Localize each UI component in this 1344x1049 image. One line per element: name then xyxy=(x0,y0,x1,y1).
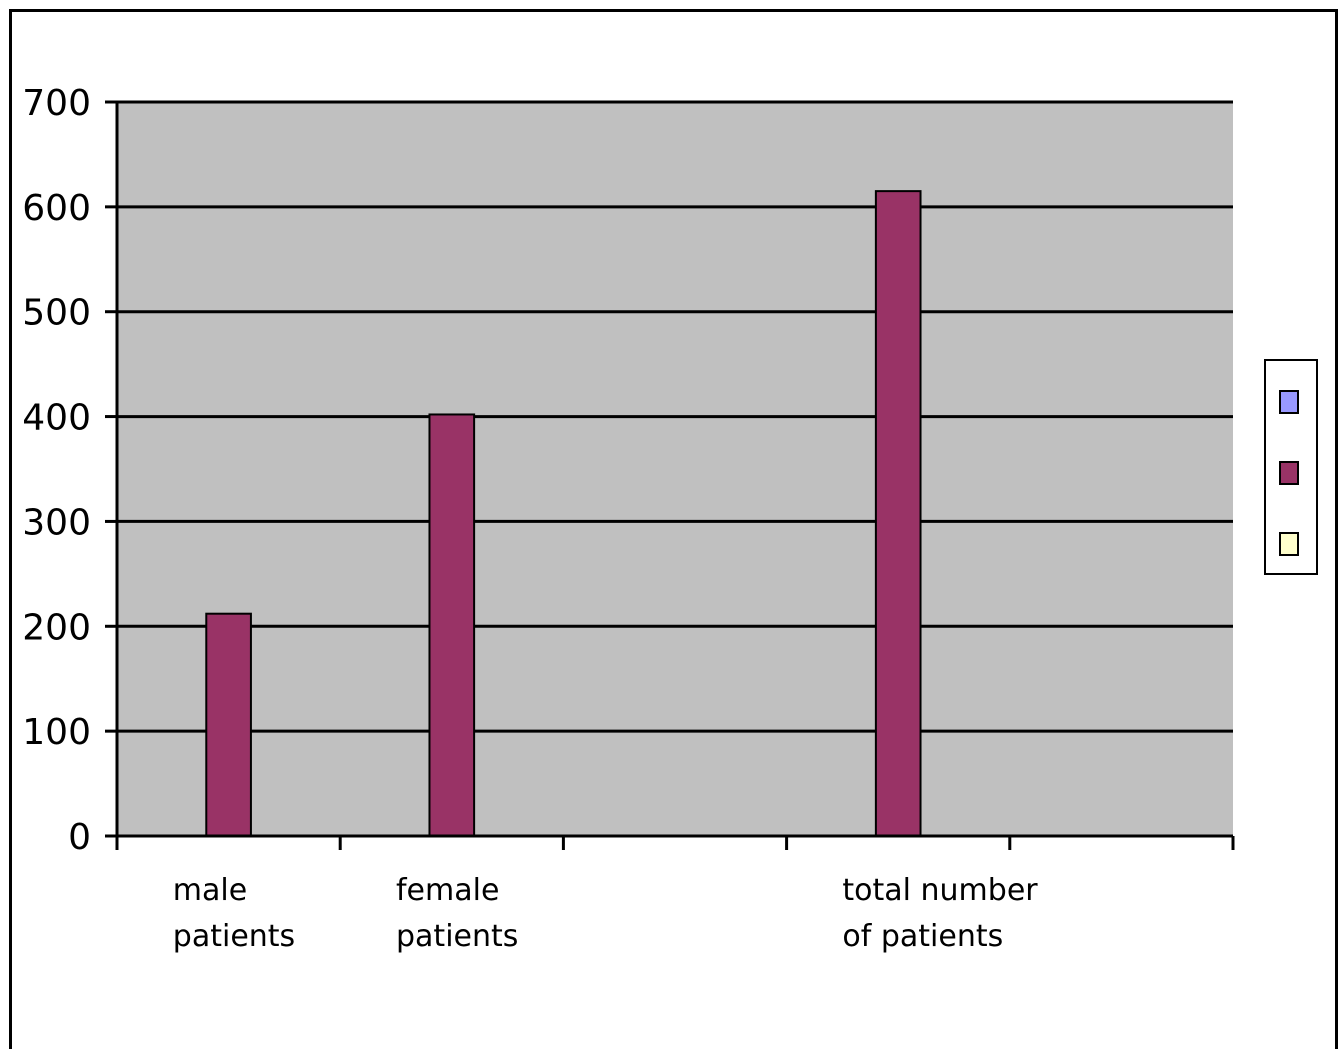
bar xyxy=(428,413,476,837)
x-category-label: patients xyxy=(396,919,518,954)
x-category-label: of patients xyxy=(842,919,1003,954)
y-tick-label: 300 xyxy=(22,502,91,543)
bars xyxy=(205,190,922,838)
y-tick-label: 700 xyxy=(22,83,91,124)
legend-swatch xyxy=(1279,461,1299,485)
y-tick-label: 400 xyxy=(22,398,91,439)
y-tick-label: 0 xyxy=(68,817,91,858)
plot-area xyxy=(117,102,1233,836)
bar xyxy=(205,612,252,838)
x-category-label: total number xyxy=(842,873,1038,908)
y-axis-ticks: 0 100 200 300 400 500 600 700 xyxy=(22,83,117,858)
legend-swatch xyxy=(1279,390,1299,414)
x-axis-categories: male patients female patients total number of… xyxy=(173,873,1038,954)
bar xyxy=(874,190,922,837)
x-category-label: female xyxy=(396,873,499,908)
x-category-label: male xyxy=(173,873,247,908)
x-category-label: patients xyxy=(173,919,295,954)
legend-swatch xyxy=(1279,532,1299,556)
y-tick-label: 100 xyxy=(22,712,91,753)
y-tick-label: 500 xyxy=(22,293,91,334)
gridlines xyxy=(117,100,1233,733)
y-tick-label: 200 xyxy=(22,607,91,648)
legend xyxy=(1264,359,1318,575)
y-tick-label: 600 xyxy=(22,188,91,229)
axes xyxy=(105,102,1235,850)
